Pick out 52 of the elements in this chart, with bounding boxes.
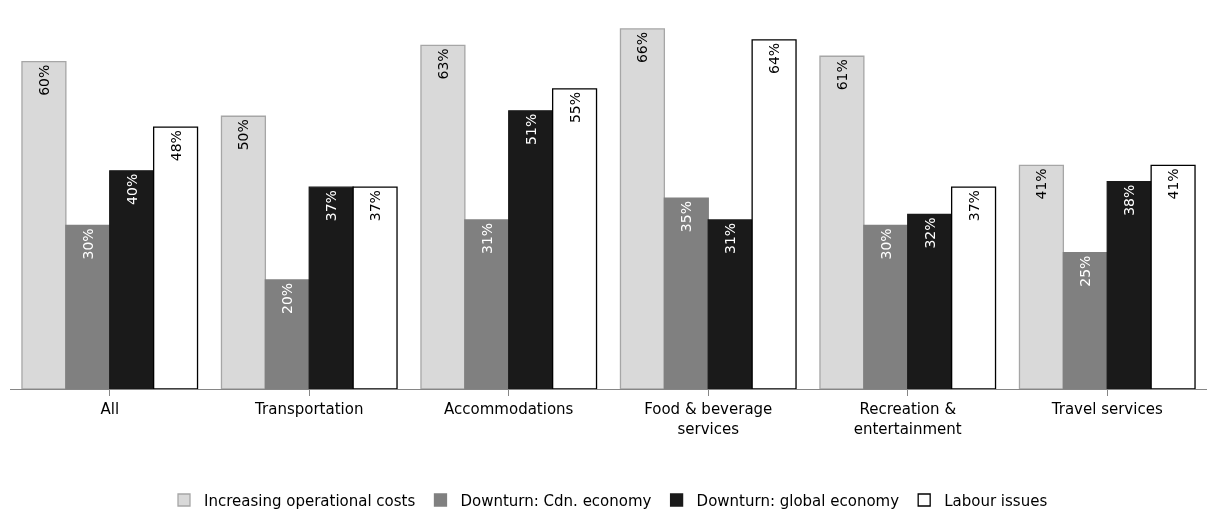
data-label: 50% <box>235 119 252 151</box>
data-label: 48% <box>167 130 184 162</box>
bar <box>1106 181 1152 389</box>
data-label: 37% <box>965 190 982 222</box>
bar <box>508 110 554 389</box>
bar <box>21 61 67 389</box>
data-label: 61% <box>833 59 850 91</box>
legend-label: Increasing operational costs <box>204 491 416 510</box>
bar <box>1150 164 1196 389</box>
x-tick-label: Recreation & entertainment <box>853 400 962 438</box>
data-label: 31% <box>478 222 495 255</box>
data-label: 38% <box>1121 184 1138 216</box>
bar <box>420 44 466 389</box>
bar <box>907 213 953 389</box>
data-label: 41% <box>1165 168 1182 200</box>
data-label: 51% <box>522 113 539 145</box>
bar <box>109 170 155 389</box>
data-label: 41% <box>1033 168 1050 200</box>
bar <box>950 186 997 389</box>
data-label: 37% <box>323 190 340 222</box>
bar <box>308 186 354 389</box>
data-label: 60% <box>35 64 52 96</box>
bar <box>551 88 598 389</box>
data-label: 55% <box>566 91 583 124</box>
data-label: 63% <box>434 48 451 80</box>
bar <box>819 55 865 389</box>
data-label: 32% <box>921 217 938 249</box>
data-label: 35% <box>678 201 695 233</box>
bar <box>220 115 267 389</box>
data-label: 31% <box>722 222 739 255</box>
legend-label: Labour issues <box>944 491 1048 510</box>
data-label: 40% <box>123 173 140 205</box>
bar <box>707 219 753 389</box>
data-label: 37% <box>367 190 384 222</box>
legend-label: Downturn: Cdn. economy <box>460 491 652 510</box>
data-label: 20% <box>279 282 296 315</box>
x-tick-label: Travel services <box>1050 400 1163 418</box>
data-label: 30% <box>877 228 894 260</box>
bar <box>751 39 797 389</box>
data-label: 64% <box>766 42 783 74</box>
legend-label: Downturn: global economy <box>696 491 900 510</box>
bar <box>352 186 398 389</box>
bar <box>152 126 199 389</box>
data-label: 66% <box>634 31 651 64</box>
x-tick-label: All <box>100 400 120 418</box>
data-label: 25% <box>1077 255 1094 287</box>
x-tick-label: Transportation <box>254 400 364 418</box>
bar <box>619 28 666 389</box>
x-tick-label: Food & beverage services <box>644 400 773 438</box>
data-label: 30% <box>79 228 96 260</box>
x-tick-label: Accommodations <box>444 400 574 418</box>
bar <box>1018 164 1065 389</box>
